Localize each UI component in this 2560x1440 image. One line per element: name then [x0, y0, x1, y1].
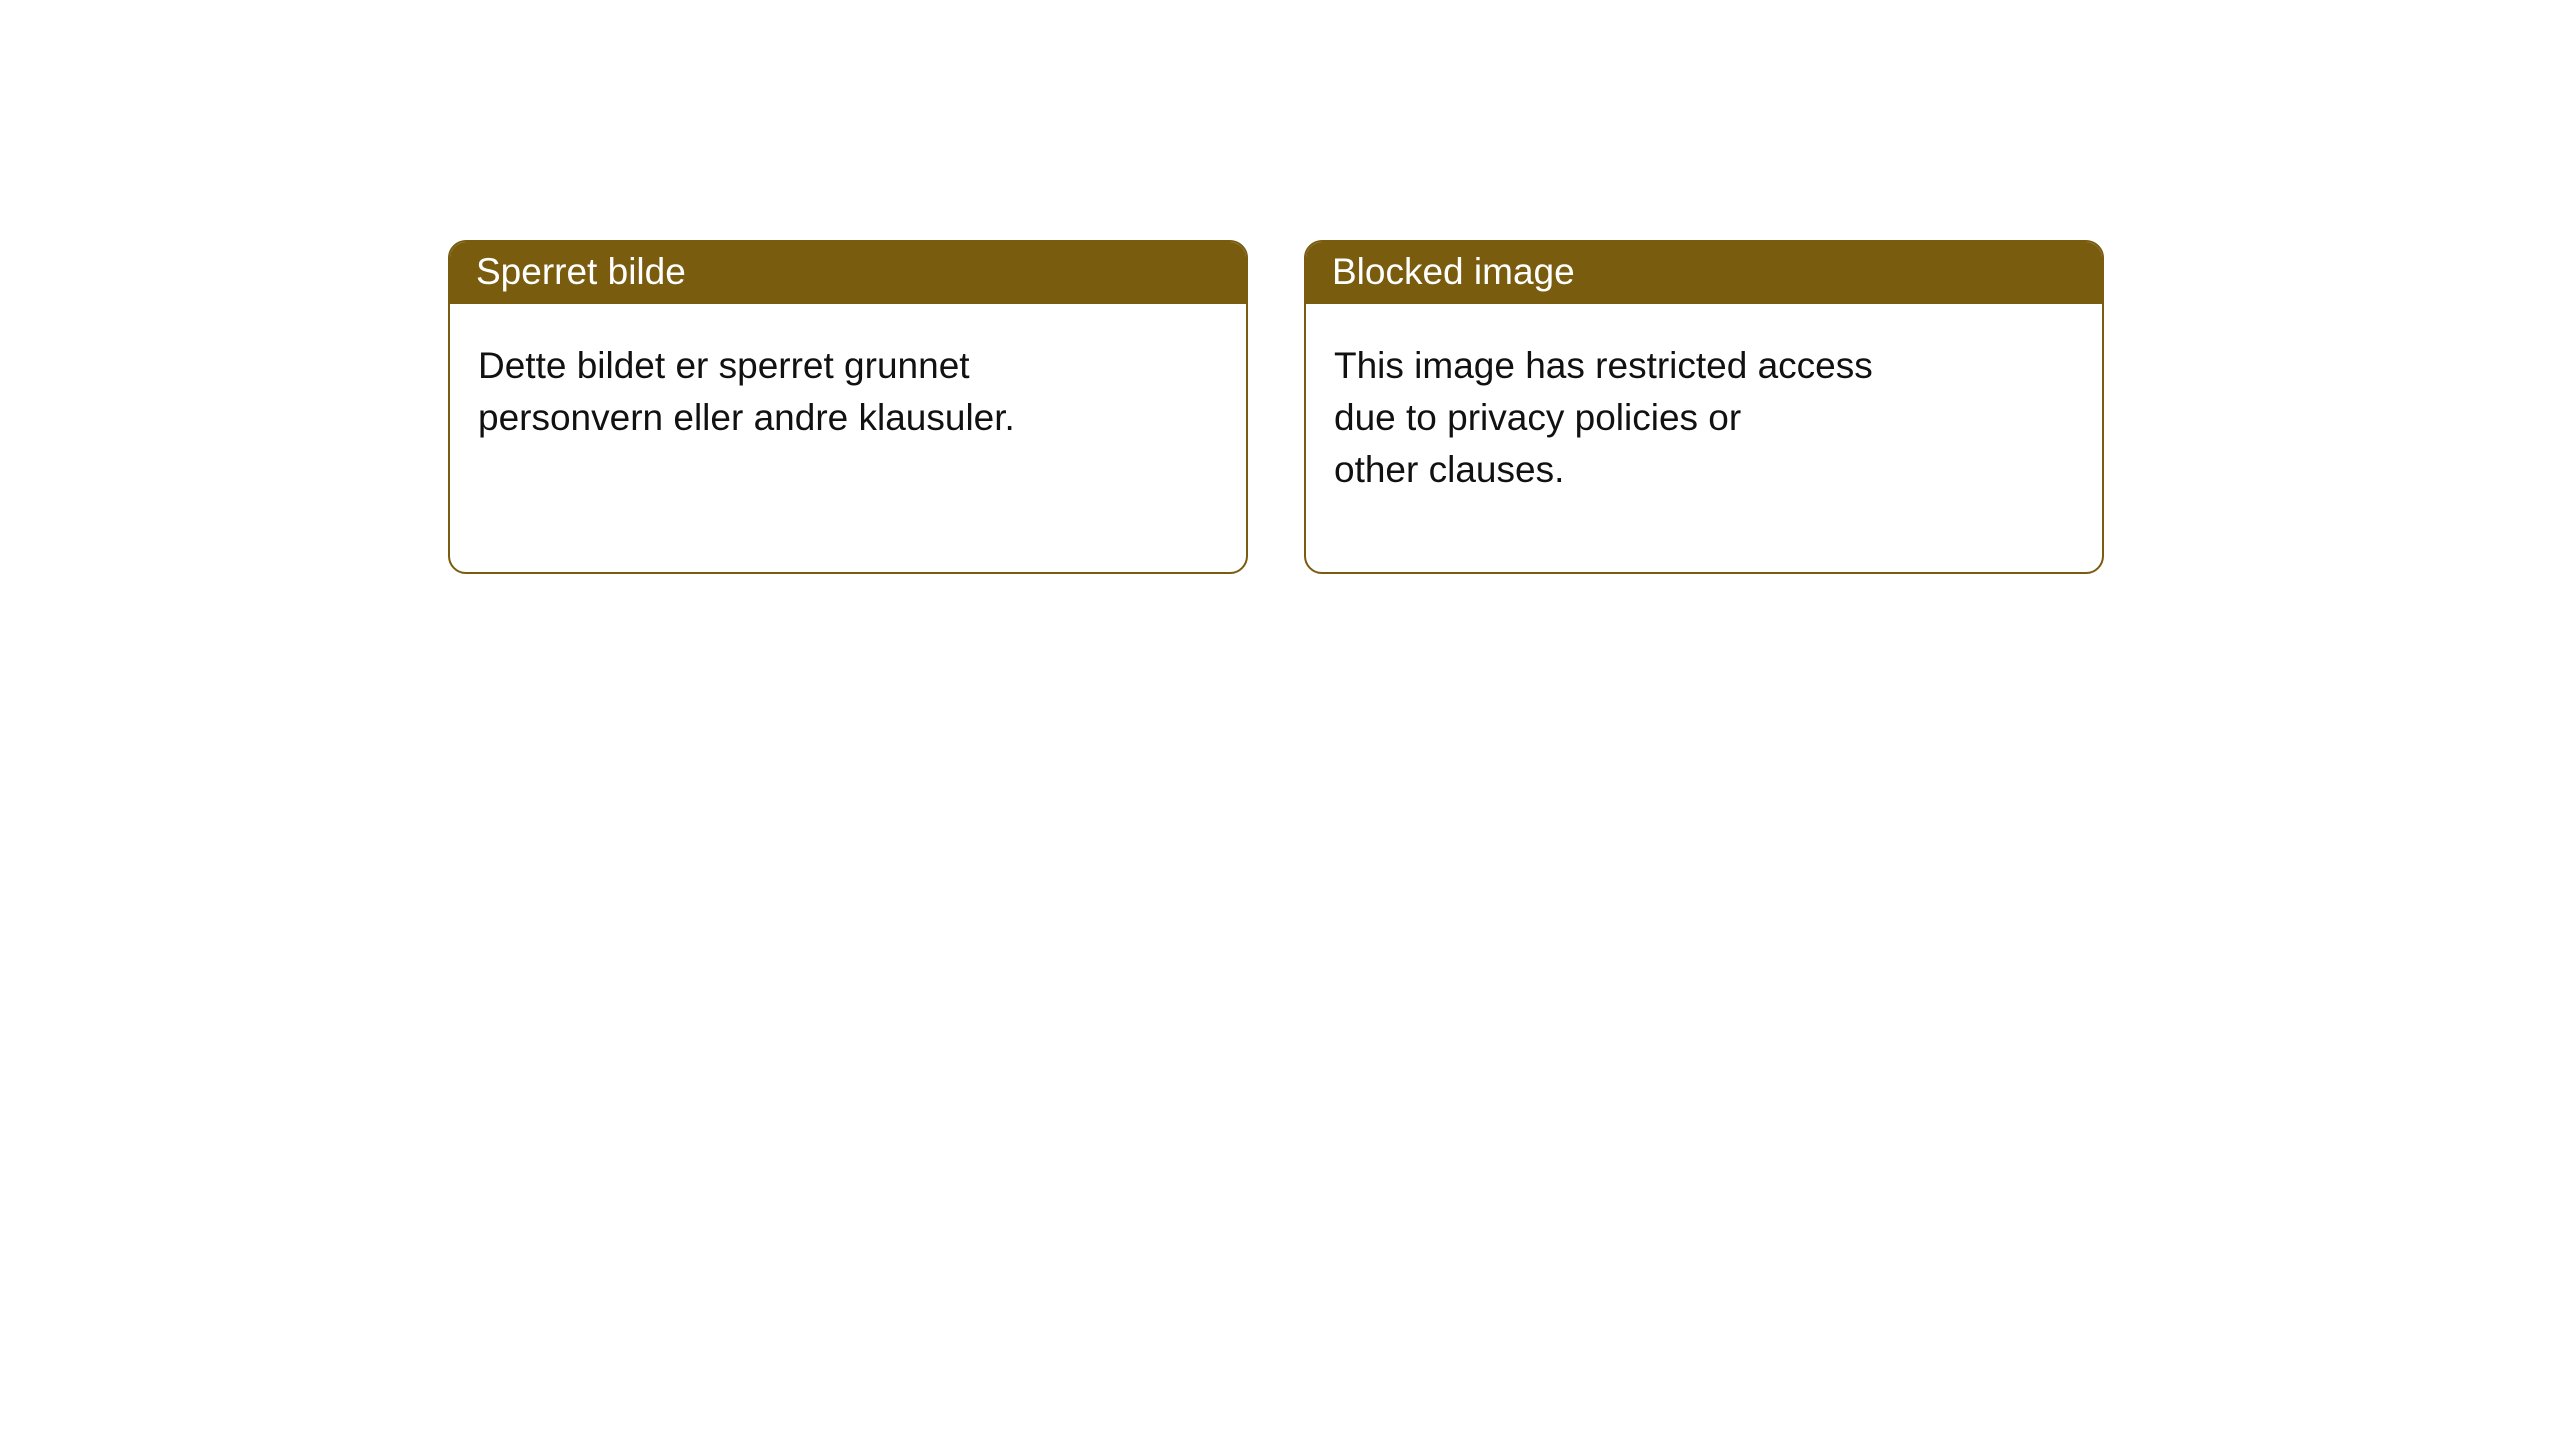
notice-card-norwegian: Sperret bilde Dette bildet er sperret gr… — [448, 240, 1248, 574]
card-body-norwegian: Dette bildet er sperret grunnet personve… — [450, 304, 1246, 480]
notice-card-english: Blocked image This image has restricted … — [1304, 240, 2104, 574]
card-body-english: This image has restricted access due to … — [1306, 304, 2102, 531]
notice-cards-container: Sperret bilde Dette bildet er sperret gr… — [0, 0, 2560, 574]
card-header-norwegian: Sperret bilde — [450, 242, 1246, 304]
card-header-english: Blocked image — [1306, 242, 2102, 304]
